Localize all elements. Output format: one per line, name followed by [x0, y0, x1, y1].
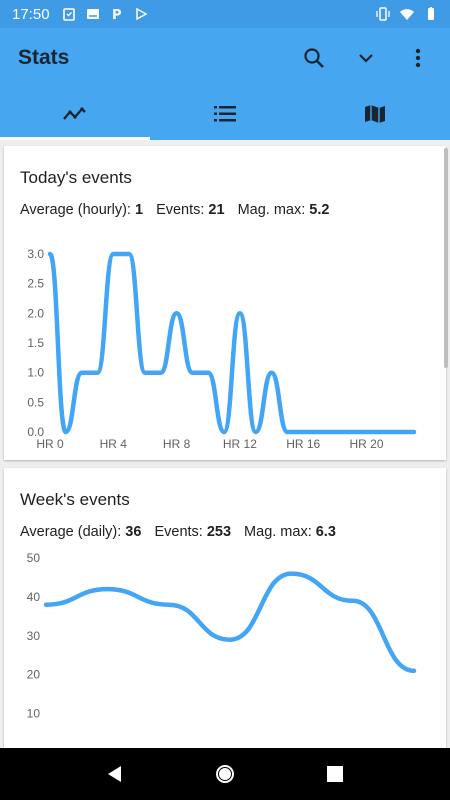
week-card: Week's events Average (daily): 36 Events:… — [4, 468, 446, 748]
list-icon — [214, 106, 236, 122]
y-tick-label: 0.5 — [27, 395, 44, 409]
scrollbar[interactable] — [444, 148, 448, 368]
y-tick-label: 2.5 — [27, 277, 44, 291]
home-button[interactable] — [205, 754, 245, 794]
y-tick-label: 2.0 — [27, 306, 44, 320]
home-icon — [216, 765, 234, 783]
x-tick-label: HR 0 — [36, 437, 64, 451]
mag-value: 6.3 — [315, 524, 336, 540]
x-tick-label: HR 8 — [163, 437, 191, 451]
tab-stats[interactable] — [0, 88, 150, 140]
search-button[interactable] — [300, 44, 328, 72]
navigation-bar — [0, 748, 450, 800]
y-tick-label: 0.0 — [27, 425, 44, 439]
x-tick-label: HR 16 — [286, 437, 320, 451]
recents-icon — [327, 766, 343, 782]
overflow-menu-button[interactable] — [404, 44, 432, 72]
today-card: Today's events Average (hourly): 1 Events… — [4, 146, 446, 460]
recents-button[interactable] — [315, 754, 355, 794]
app-title: Stats — [18, 46, 70, 69]
status-bar: 17:50 P — [0, 0, 450, 28]
tab-list[interactable] — [150, 88, 300, 140]
week-chart: 10 20 30 40 50 — [27, 551, 417, 721]
play-store-icon — [135, 7, 148, 21]
parking-icon: P — [112, 8, 122, 21]
events-label: Events: — [154, 524, 203, 540]
card-stats: Average (daily): 36 Events: 253 Mag. max: 6… — [20, 524, 345, 540]
chevron-down-icon — [359, 54, 373, 63]
battery-icon — [428, 7, 434, 20]
avg-value: 36 — [125, 524, 142, 540]
app-bar: Stats — [0, 28, 450, 88]
search-icon — [304, 48, 324, 68]
events-value: 253 — [206, 524, 232, 540]
y-tick-label: 1.5 — [27, 336, 44, 350]
events-label: Events: — [156, 202, 205, 218]
tab-map[interactable] — [300, 88, 450, 140]
mag-label: Mag. max: — [237, 202, 306, 218]
y-tick-label: 3.0 — [27, 247, 44, 261]
card-title: Week's events — [20, 490, 130, 509]
y-tick-label: 1.0 — [27, 366, 44, 380]
y-tick-label: 30 — [27, 629, 41, 643]
card-title: Today's events — [20, 168, 132, 187]
map-icon — [365, 105, 385, 123]
back-icon — [108, 766, 121, 782]
mag-label: Mag. max: — [244, 524, 312, 540]
y-tick-label: 10 — [27, 707, 41, 721]
card-stats: Average (hourly): 1 Events: 21 Mag. max: 5.… — [20, 202, 338, 218]
y-tick-label: 50 — [27, 551, 41, 565]
x-tick-label: HR 12 — [223, 437, 257, 451]
tab-bar — [0, 88, 450, 140]
y-tick-label: 40 — [27, 590, 41, 604]
weather-icon — [86, 9, 99, 19]
y-tick-label: 20 — [27, 668, 41, 682]
series-line — [43, 571, 417, 674]
wifi-icon — [400, 9, 414, 20]
events-value: 21 — [208, 202, 225, 218]
system-icons — [376, 7, 438, 21]
stats-content: Today's events Average (hourly): 1 Events… — [0, 140, 450, 748]
x-tick-label: HR 20 — [350, 437, 384, 451]
avg-value: 1 — [134, 202, 144, 218]
avg-label: Average (hourly): — [20, 202, 131, 218]
vibrate-icon — [376, 7, 390, 21]
today-chart: 0.0 0.5 1.0 1.5 2.0 2.5 3.0 HR 0 HR 4 HR 8 HR 12 HR… — [27, 247, 417, 451]
status-time: 17:50 — [12, 5, 50, 23]
more-vert-icon — [415, 48, 421, 68]
series-line — [47, 251, 417, 435]
trending-icon — [63, 107, 86, 120]
back-button[interactable] — [95, 754, 135, 794]
avg-label: Average (daily): — [20, 524, 122, 540]
clipboard-icon — [62, 8, 75, 21]
dropdown-button[interactable] — [352, 44, 380, 72]
mag-value: 5.2 — [309, 202, 330, 218]
x-tick-label: HR 4 — [100, 437, 128, 451]
notification-icons: P — [62, 7, 148, 21]
svg-text:P: P — [112, 8, 122, 21]
